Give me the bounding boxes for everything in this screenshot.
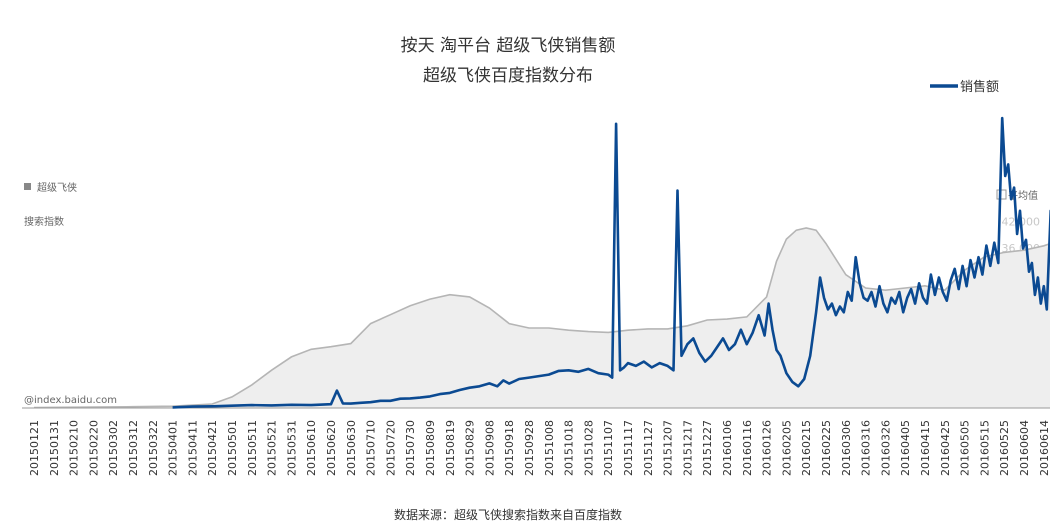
x-tick-label: 20150730 xyxy=(404,420,417,476)
x-tick-label: 20150710 xyxy=(365,420,378,476)
x-tick-label: 20160425 xyxy=(939,420,952,476)
x-tick-label: 20151008 xyxy=(543,420,556,476)
x-tick-label: 20160614 xyxy=(1038,420,1050,476)
chart-title: 按天 淘平台 超级飞侠销售额 xyxy=(401,36,616,56)
x-tick-label: 20150220 xyxy=(87,420,100,476)
x-tick-label: 20150312 xyxy=(127,420,140,476)
x-tick-label: 20150511 xyxy=(246,420,259,476)
x-tick-label: 20160515 xyxy=(978,420,991,476)
x-tick-label: 20160106 xyxy=(721,420,734,476)
x-tick-label: 20151217 xyxy=(681,420,694,476)
x-tick-label: 20160306 xyxy=(840,420,853,476)
x-tick-label: 20150809 xyxy=(424,420,437,476)
x-tick-label: 20150918 xyxy=(503,420,516,476)
baidu-ylabel: 搜索指数 xyxy=(24,215,64,228)
x-tick-label: 20150322 xyxy=(147,420,160,476)
x-tick-label: 20160326 xyxy=(879,420,892,476)
x-tick-label: 20160505 xyxy=(959,420,972,476)
x-tick-label: 20150210 xyxy=(68,420,81,476)
x-tick-label: 20150421 xyxy=(206,420,219,476)
x-tick-label: 20160225 xyxy=(820,420,833,476)
x-tick-label: 20151227 xyxy=(701,420,714,476)
source-note: 数据来源：超级飞侠搜索指数来自百度指数 xyxy=(394,507,622,522)
x-tick-label: 20150501 xyxy=(226,420,239,476)
x-tick-label: 20151207 xyxy=(662,420,675,476)
x-tick-label: 20151127 xyxy=(642,420,655,476)
baidu-legend-square xyxy=(24,183,31,190)
x-tick-label: 20150531 xyxy=(285,420,298,476)
x-tick-label: 20151028 xyxy=(582,420,595,476)
x-axis-ticks: 20150121 20150131 20150210 20150220 20150302… xyxy=(28,420,1050,476)
baidu-index-area xyxy=(34,228,1050,408)
baidu-watermark: @index.baidu.com xyxy=(24,395,117,406)
x-tick-label: 20150819 xyxy=(444,420,457,476)
x-tick-label: 20160126 xyxy=(761,420,774,476)
x-tick-label: 20150928 xyxy=(523,420,536,476)
legend-label-sales: 销售额 xyxy=(960,79,999,95)
x-tick-label: 20150401 xyxy=(167,420,180,476)
x-tick-label: 20150121 xyxy=(28,420,41,476)
baidu-index-panel: 超级飞侠 搜索指数 平均值 @index.baidu.com 6,00012,0… xyxy=(22,170,1050,410)
x-tick-label: 20150620 xyxy=(325,420,338,476)
x-tick-label: 20150302 xyxy=(107,420,120,476)
x-tick-label: 20150829 xyxy=(464,420,477,476)
sales-series-line xyxy=(172,116,1050,409)
x-tick-label: 20160215 xyxy=(800,420,813,476)
x-tick-label: 20160205 xyxy=(780,420,793,476)
baidu-legend-label: 超级飞侠 xyxy=(37,181,77,194)
x-tick-label: 20160316 xyxy=(860,420,873,476)
x-tick-label: 20160405 xyxy=(899,420,912,476)
x-tick-label: 20160116 xyxy=(741,420,754,476)
x-tick-label: 20151018 xyxy=(563,420,576,476)
x-tick-label: 20160525 xyxy=(998,420,1011,476)
x-tick-label: 20160604 xyxy=(1018,420,1031,476)
x-tick-label: 20151117 xyxy=(622,420,635,476)
x-tick-label: 20160415 xyxy=(919,420,932,476)
baidu-index-line xyxy=(33,227,1050,409)
chart-subtitle: 超级飞侠百度指数分布 xyxy=(423,66,593,86)
x-tick-label: 20150908 xyxy=(483,420,496,476)
x-tick-label: 20150720 xyxy=(384,420,397,476)
x-tick-label: 20150521 xyxy=(266,420,279,476)
x-tick-label: 20150411 xyxy=(186,420,199,476)
x-tick-label: 20151107 xyxy=(602,420,615,476)
x-tick-label: 20150131 xyxy=(48,420,61,476)
x-tick-label: 20150630 xyxy=(345,420,358,476)
x-tick-label: 20150610 xyxy=(305,420,318,476)
